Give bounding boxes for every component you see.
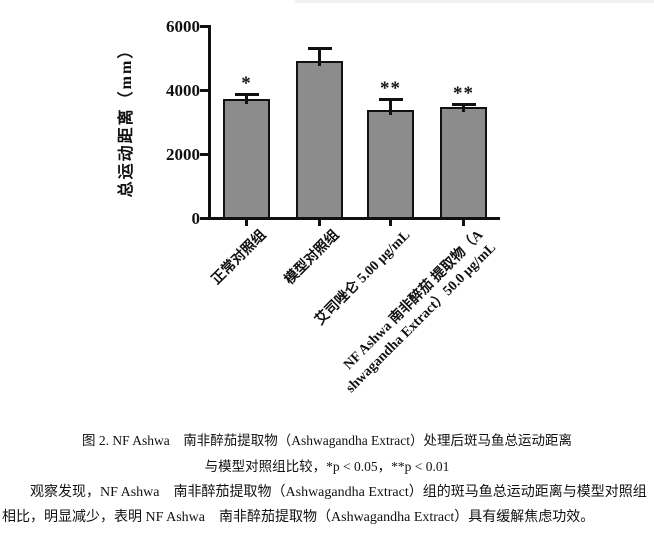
bar-chart: 总运动距离（mm） 0 2000 4000 6000 * 正常对照组 模型对照组 ** 艾司唑仑…: [118, 17, 500, 396]
data-bar: [296, 60, 343, 219]
y-tick-label: 4000: [166, 81, 200, 100]
x-tick-mark: [318, 220, 321, 226]
y-tick-label: 2000: [166, 145, 200, 164]
error-bar-cap: [451, 102, 476, 106]
data-bar: [367, 110, 414, 219]
body-paragraph: 观察发现，NF Ashwa 南非醉茄提取物（Ashwagandha Extrac…: [2, 485, 647, 525]
y-axis-title: 总运动距离（mm）: [118, 40, 135, 198]
x-tick-mark: [245, 220, 248, 226]
error-bar-cap: [378, 97, 403, 101]
y-tick-label: 6000: [166, 17, 200, 36]
error-bar-stem: [389, 97, 392, 116]
y-tick-label: 0: [191, 209, 201, 228]
x-tick-mark: [462, 220, 465, 226]
y-axis-line: [208, 25, 211, 220]
x-axis-line: [208, 217, 500, 220]
error-bar-stem: [318, 47, 321, 66]
figure-caption-line2: 与模型对照组比较，*p < 0.05，**p < 0.01: [204, 459, 450, 474]
y-tick-mark: [200, 89, 208, 92]
error-bar-stem: [462, 102, 465, 112]
y-tick-mark: [200, 25, 208, 28]
error-bar-cap: [234, 93, 259, 97]
top-divider: [295, 0, 654, 3]
error-bar-stem: [245, 93, 248, 104]
y-tick-mark: [200, 153, 208, 156]
significance-label: **: [453, 82, 474, 104]
x-tick-mark: [389, 220, 392, 226]
significance-label: *: [241, 73, 252, 95]
data-bar: [440, 106, 487, 219]
y-tick-mark: [200, 217, 208, 220]
data-bar: [223, 98, 270, 219]
figure-caption-line1: 图 2. NF Ashwa 南非醉茄提取物（Ashwagandha Extrac…: [81, 433, 573, 448]
significance-label: **: [380, 77, 401, 99]
error-bar-cap: [307, 47, 332, 51]
